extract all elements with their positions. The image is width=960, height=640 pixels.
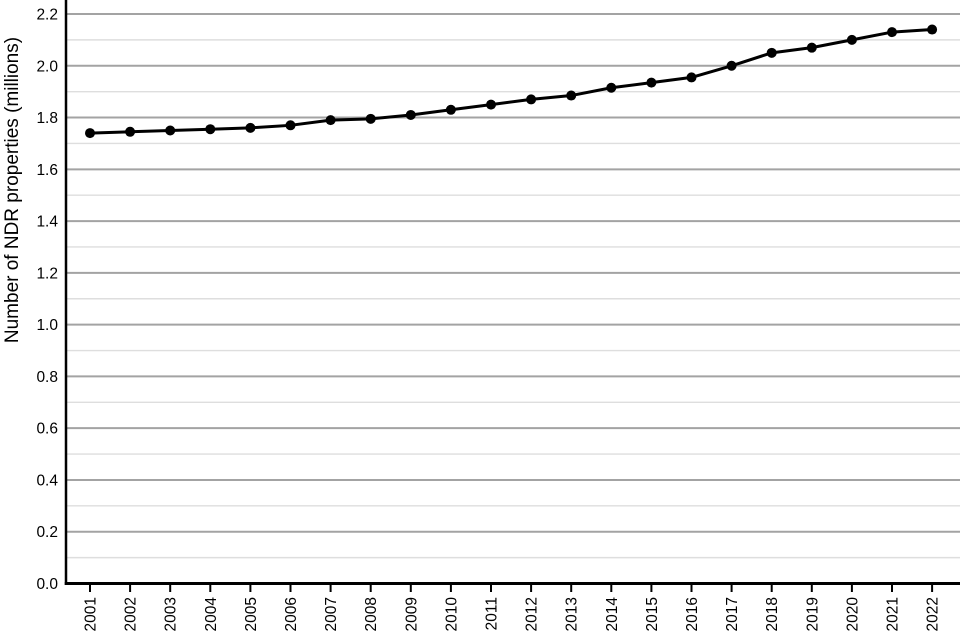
x-tick-label: 2006 (283, 597, 300, 631)
x-tick-label: 2015 (644, 597, 661, 631)
data-point (927, 24, 938, 35)
y-tick-labels: 0.0 0.2 0.4 0.6 0.8 1.0 1.2 1.4 1.6 1.8 2.0 2.2 (36, 7, 58, 594)
data-point (85, 128, 95, 139)
x-tick-label: 2014 (604, 597, 621, 632)
data-points (85, 24, 938, 139)
data-point (486, 99, 496, 110)
x-tick-label: 2003 (163, 597, 180, 631)
data-point (686, 72, 697, 83)
data-point (325, 115, 336, 126)
x-tick-label: 2002 (123, 597, 140, 631)
x-tick-label: 2010 (443, 597, 460, 632)
x-tick-label: 2018 (764, 597, 781, 631)
x-tick-label: 2008 (363, 597, 380, 631)
y-tick-label: 0.4 (36, 472, 58, 489)
y-axis-title: Number of NDR properties (millions) (2, 36, 23, 344)
y-tick-label: 0.2 (36, 524, 58, 541)
x-tick-label: 2005 (243, 597, 260, 631)
data-point (846, 34, 857, 45)
y-tick-label: 1.4 (36, 214, 58, 231)
y-tick-label: 1.2 (36, 265, 58, 282)
x-tick-label: 2013 (564, 597, 581, 631)
y-tick-label: 1.8 (36, 110, 58, 127)
y-tick-label: 0.8 (36, 369, 58, 386)
data-point (245, 122, 256, 133)
y-tick-label: 1.0 (36, 317, 58, 334)
x-tick-label: 2019 (804, 597, 821, 631)
data-point (726, 60, 737, 71)
data-point (165, 125, 176, 136)
y-tick-label: 2.2 (36, 7, 58, 24)
x-tick-label: 2012 (524, 597, 541, 631)
data-point (566, 90, 577, 101)
x-tick-label: 2022 (925, 597, 942, 631)
data-point (646, 77, 657, 88)
data-point (606, 82, 617, 93)
x-tick-label: 2009 (403, 597, 420, 631)
x-ticks (89, 585, 934, 592)
x-tick-label: 2004 (203, 597, 220, 632)
y-minor-gridlines (66, 39, 960, 559)
data-point (887, 27, 897, 38)
data-point (445, 104, 456, 115)
x-tick-labels: 2001 2002 2003 2004 2005 2006 2007 2008 2009 2010… (83, 597, 942, 632)
data-point (125, 126, 136, 137)
data-point (205, 124, 216, 135)
x-tick-label: 2020 (844, 597, 861, 632)
y-tick-label: 0.0 (36, 576, 58, 593)
x-tick-label: 2007 (323, 597, 340, 631)
x-tick-label: 2001 (83, 597, 100, 631)
x-tick-label: 2016 (684, 597, 701, 631)
y-tick-label: 1.6 (36, 162, 58, 179)
data-point (806, 42, 817, 53)
x-tick-label: 2021 (885, 597, 902, 631)
x-tick-label: 2011 (484, 597, 501, 630)
data-point (285, 120, 296, 131)
y-major-gridlines (66, 13, 960, 533)
data-point (405, 109, 416, 120)
data-point (766, 47, 777, 58)
y-tick-label: 0.6 (36, 421, 58, 438)
data-line (89, 28, 933, 135)
y-tick-label: 2.0 (36, 58, 58, 75)
data-point (365, 113, 376, 124)
x-tick-label: 2017 (724, 597, 741, 631)
data-point (526, 94, 537, 105)
